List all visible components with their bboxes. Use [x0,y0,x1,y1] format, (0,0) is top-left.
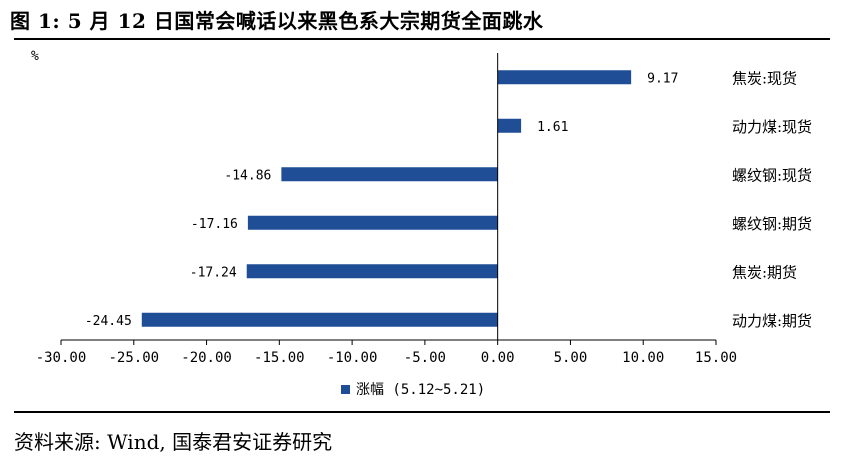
bar-value-label: -17.16 [191,217,238,232]
category-label: 动力煤:期货 [732,312,812,330]
category-label: 动力煤:现货 [732,118,812,136]
x-tick-label: 15.00 [695,350,737,366]
category-label: 焦炭:期货 [732,263,797,281]
x-axis: -30.00 -25.00 -20.00 -15.00 -10.00 -5.00 0.00 5… [36,53,737,366]
x-tick-label: 0.00 [481,350,515,366]
x-tick-label: -30.00 [36,350,87,366]
bar-value-label: 1.61 [537,120,568,135]
category-label: 螺纹钢:现货 [732,166,812,184]
legend-label: 涨幅 (5.12~5.21) [356,382,485,398]
bar [281,167,498,182]
x-tick-label: -25.00 [108,350,159,366]
source-note: 资料来源: Wind, 国泰君安证券研究 [14,430,333,454]
bar [247,215,498,230]
bar [141,312,498,327]
y-unit-label: % [31,49,39,64]
bar [497,70,632,85]
value-labels-group: 9.17 1.61 -14.86 -17.16 -17.24 -24.45 [85,71,679,329]
bar [497,118,522,133]
bar-value-label: 9.17 [647,71,678,86]
legend: 涨幅 (5.12~5.21) [341,382,485,398]
figure-title: 图 1: 5 月 12 日国常会喊话以来黑色系大宗期货全面跳水 [10,9,544,33]
x-tick-label: -15.00 [254,350,305,366]
bar [246,264,498,279]
x-tick-label: -10.00 [327,350,378,366]
x-tick-label: -5.00 [404,350,446,366]
x-tick-label: 10.00 [622,350,664,366]
x-tick-label: -20.00 [181,350,232,366]
source-rule [14,411,830,413]
bars-group [141,70,632,327]
x-tick-label: 5.00 [554,350,588,366]
title-rule [14,38,830,40]
category-label: 焦炭:现货 [732,69,797,87]
bar-value-label: -17.24 [190,265,237,280]
legend-swatch [341,385,350,394]
bar-value-label: -24.45 [85,314,132,329]
bar-value-label: -14.86 [224,168,271,183]
category-label: 螺纹钢:期货 [732,215,812,233]
